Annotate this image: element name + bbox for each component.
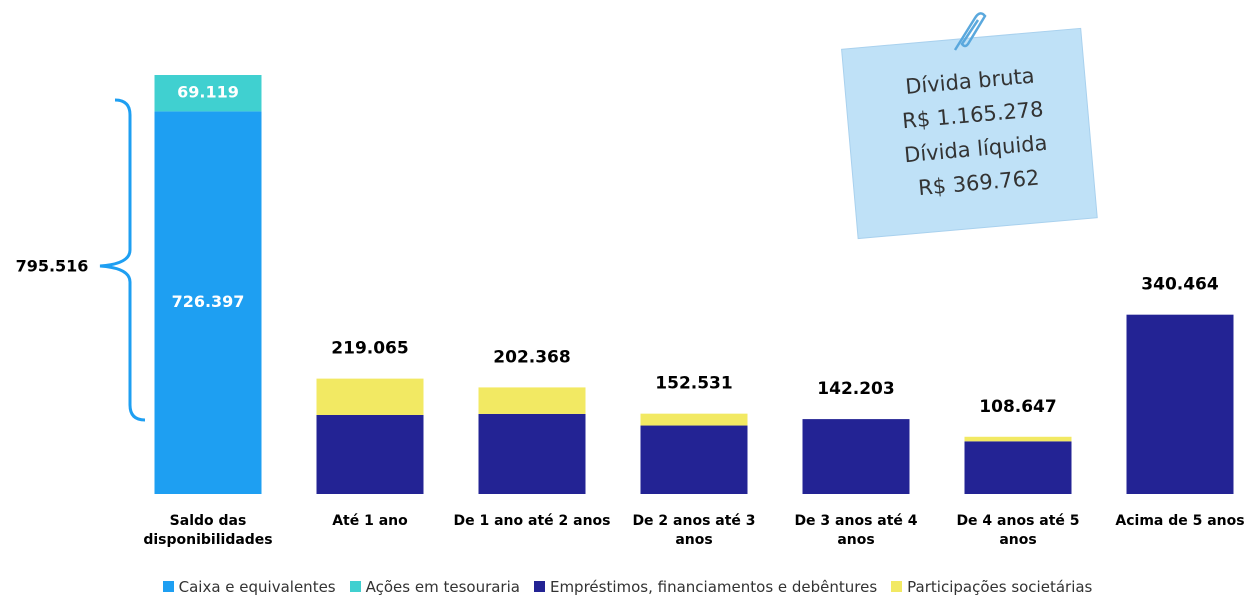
x-tick-label: Saldo das disponibilidades [128,512,288,550]
legend-swatch [350,581,361,592]
value-label: 726.397 [172,292,245,311]
chart: Dívida brutaR$ 1.165.278Dívida líquidaR$… [0,0,1255,603]
bar-segment [1127,315,1234,494]
total-label: 142.203 [817,379,894,399]
legend-item: Empréstimos, financiamentos e debêntures [534,578,877,596]
sticky-note [842,28,1098,238]
x-tick-label: De 1 ano até 2 anos [452,512,612,531]
total-label: 340.464 [1141,275,1219,295]
bar-segment [317,379,424,415]
x-tick-label: Acima de 5 anos [1100,512,1255,531]
legend-item: Caixa e equivalentes [163,578,336,596]
bar-segment [641,426,748,494]
bar-segment [641,414,748,426]
legend-label: Empréstimos, financiamentos e debêntures [550,578,877,596]
bar-segment [479,414,586,494]
total-label: 152.531 [655,374,732,394]
total-label: 108.647 [979,397,1056,417]
legend-swatch [534,581,545,592]
legend-label: Participações societárias [907,578,1092,596]
legend: Caixa e equivalentes Ações em tesouraria E… [0,578,1255,596]
legend-swatch [891,581,902,592]
bar-segment [965,437,1072,442]
legend-label: Caixa e equivalentes [179,578,336,596]
x-tick-label: Até 1 ano [290,512,450,531]
legend-swatch [163,581,174,592]
legend-item: Participações societárias [891,578,1092,596]
total-label: 219.065 [331,339,408,359]
brace [100,100,145,420]
x-tick-label: De 4 anos até 5 anos [938,512,1098,550]
value-label: 69.119 [177,83,239,102]
total-label: 795.516 [16,257,89,276]
legend-label: Ações em tesouraria [366,578,520,596]
x-tick-label: De 2 anos até 3 anos [614,512,774,550]
bar-segment [965,441,1072,494]
total-label: 202.368 [493,347,570,367]
legend-item: Ações em tesouraria [350,578,520,596]
x-tick-label: De 3 anos até 4 anos [776,512,936,550]
bar-segment [803,419,910,494]
bar-segment [317,415,424,494]
bar-segment [479,387,586,414]
note-paper [842,28,1098,238]
